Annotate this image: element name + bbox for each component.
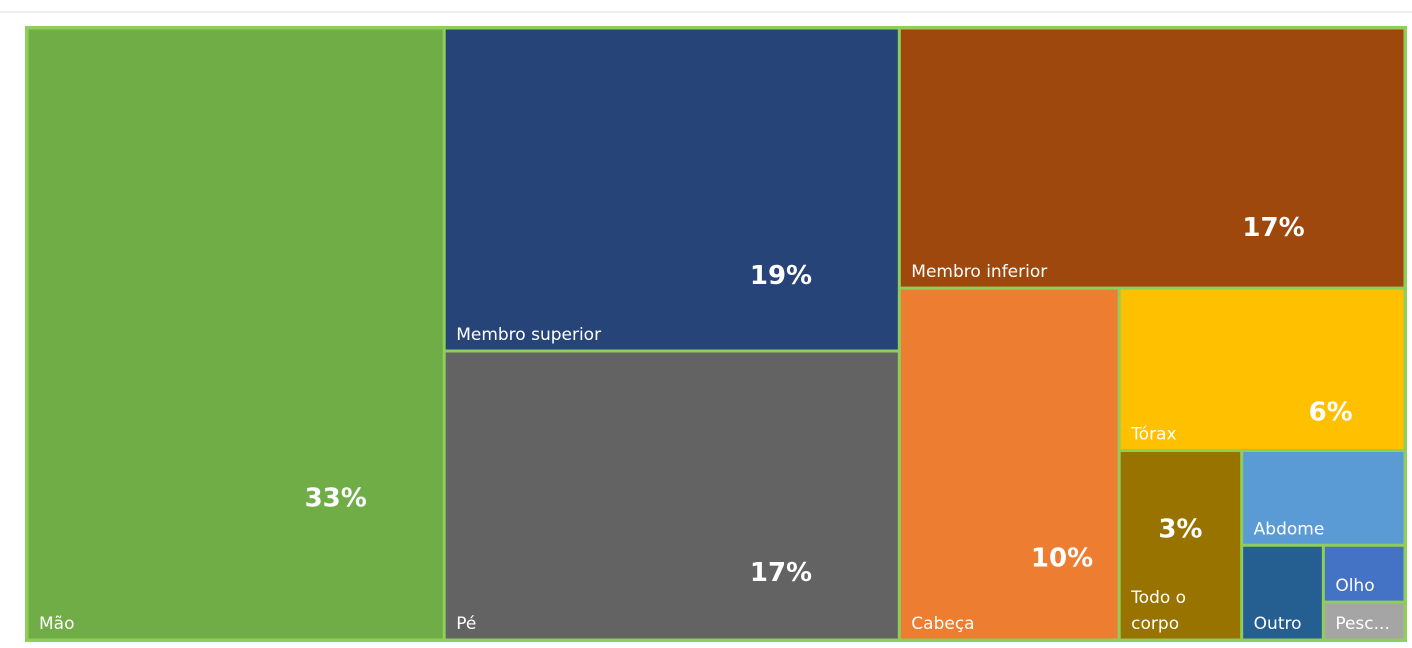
category-label: Mão: [39, 614, 75, 634]
category-label: Membro inferior: [911, 262, 1047, 282]
category-label: Abdome: [1254, 519, 1325, 539]
category-label: Membro superior: [456, 325, 601, 345]
category-label: Pesc...: [1335, 614, 1390, 634]
value-label: 6%: [1309, 398, 1353, 428]
value-label: 33%: [305, 484, 367, 514]
tile: [1120, 452, 1241, 639]
category-label: Pé: [456, 614, 476, 634]
value-label: 19%: [750, 261, 812, 291]
tile: [1324, 546, 1404, 601]
category-label: Todo o corpo: [1130, 588, 1186, 634]
tile: [900, 289, 1118, 639]
tile: [1243, 452, 1404, 544]
tile: [445, 352, 898, 639]
value-label: 17%: [750, 558, 812, 588]
tile: [1243, 546, 1322, 639]
value-label: 10%: [1031, 544, 1093, 574]
tile: [1120, 289, 1404, 450]
value-label: 3%: [1158, 515, 1202, 545]
category-label: Cabeça: [911, 614, 974, 634]
value-label: 17%: [1242, 213, 1304, 243]
tile: [445, 29, 898, 350]
category-label: Outro: [1254, 614, 1302, 634]
tile: [28, 29, 443, 639]
tile: [900, 29, 1404, 287]
tile: [1324, 603, 1404, 639]
category-label: Tórax: [1130, 425, 1176, 445]
category-label: Olho: [1335, 576, 1374, 596]
